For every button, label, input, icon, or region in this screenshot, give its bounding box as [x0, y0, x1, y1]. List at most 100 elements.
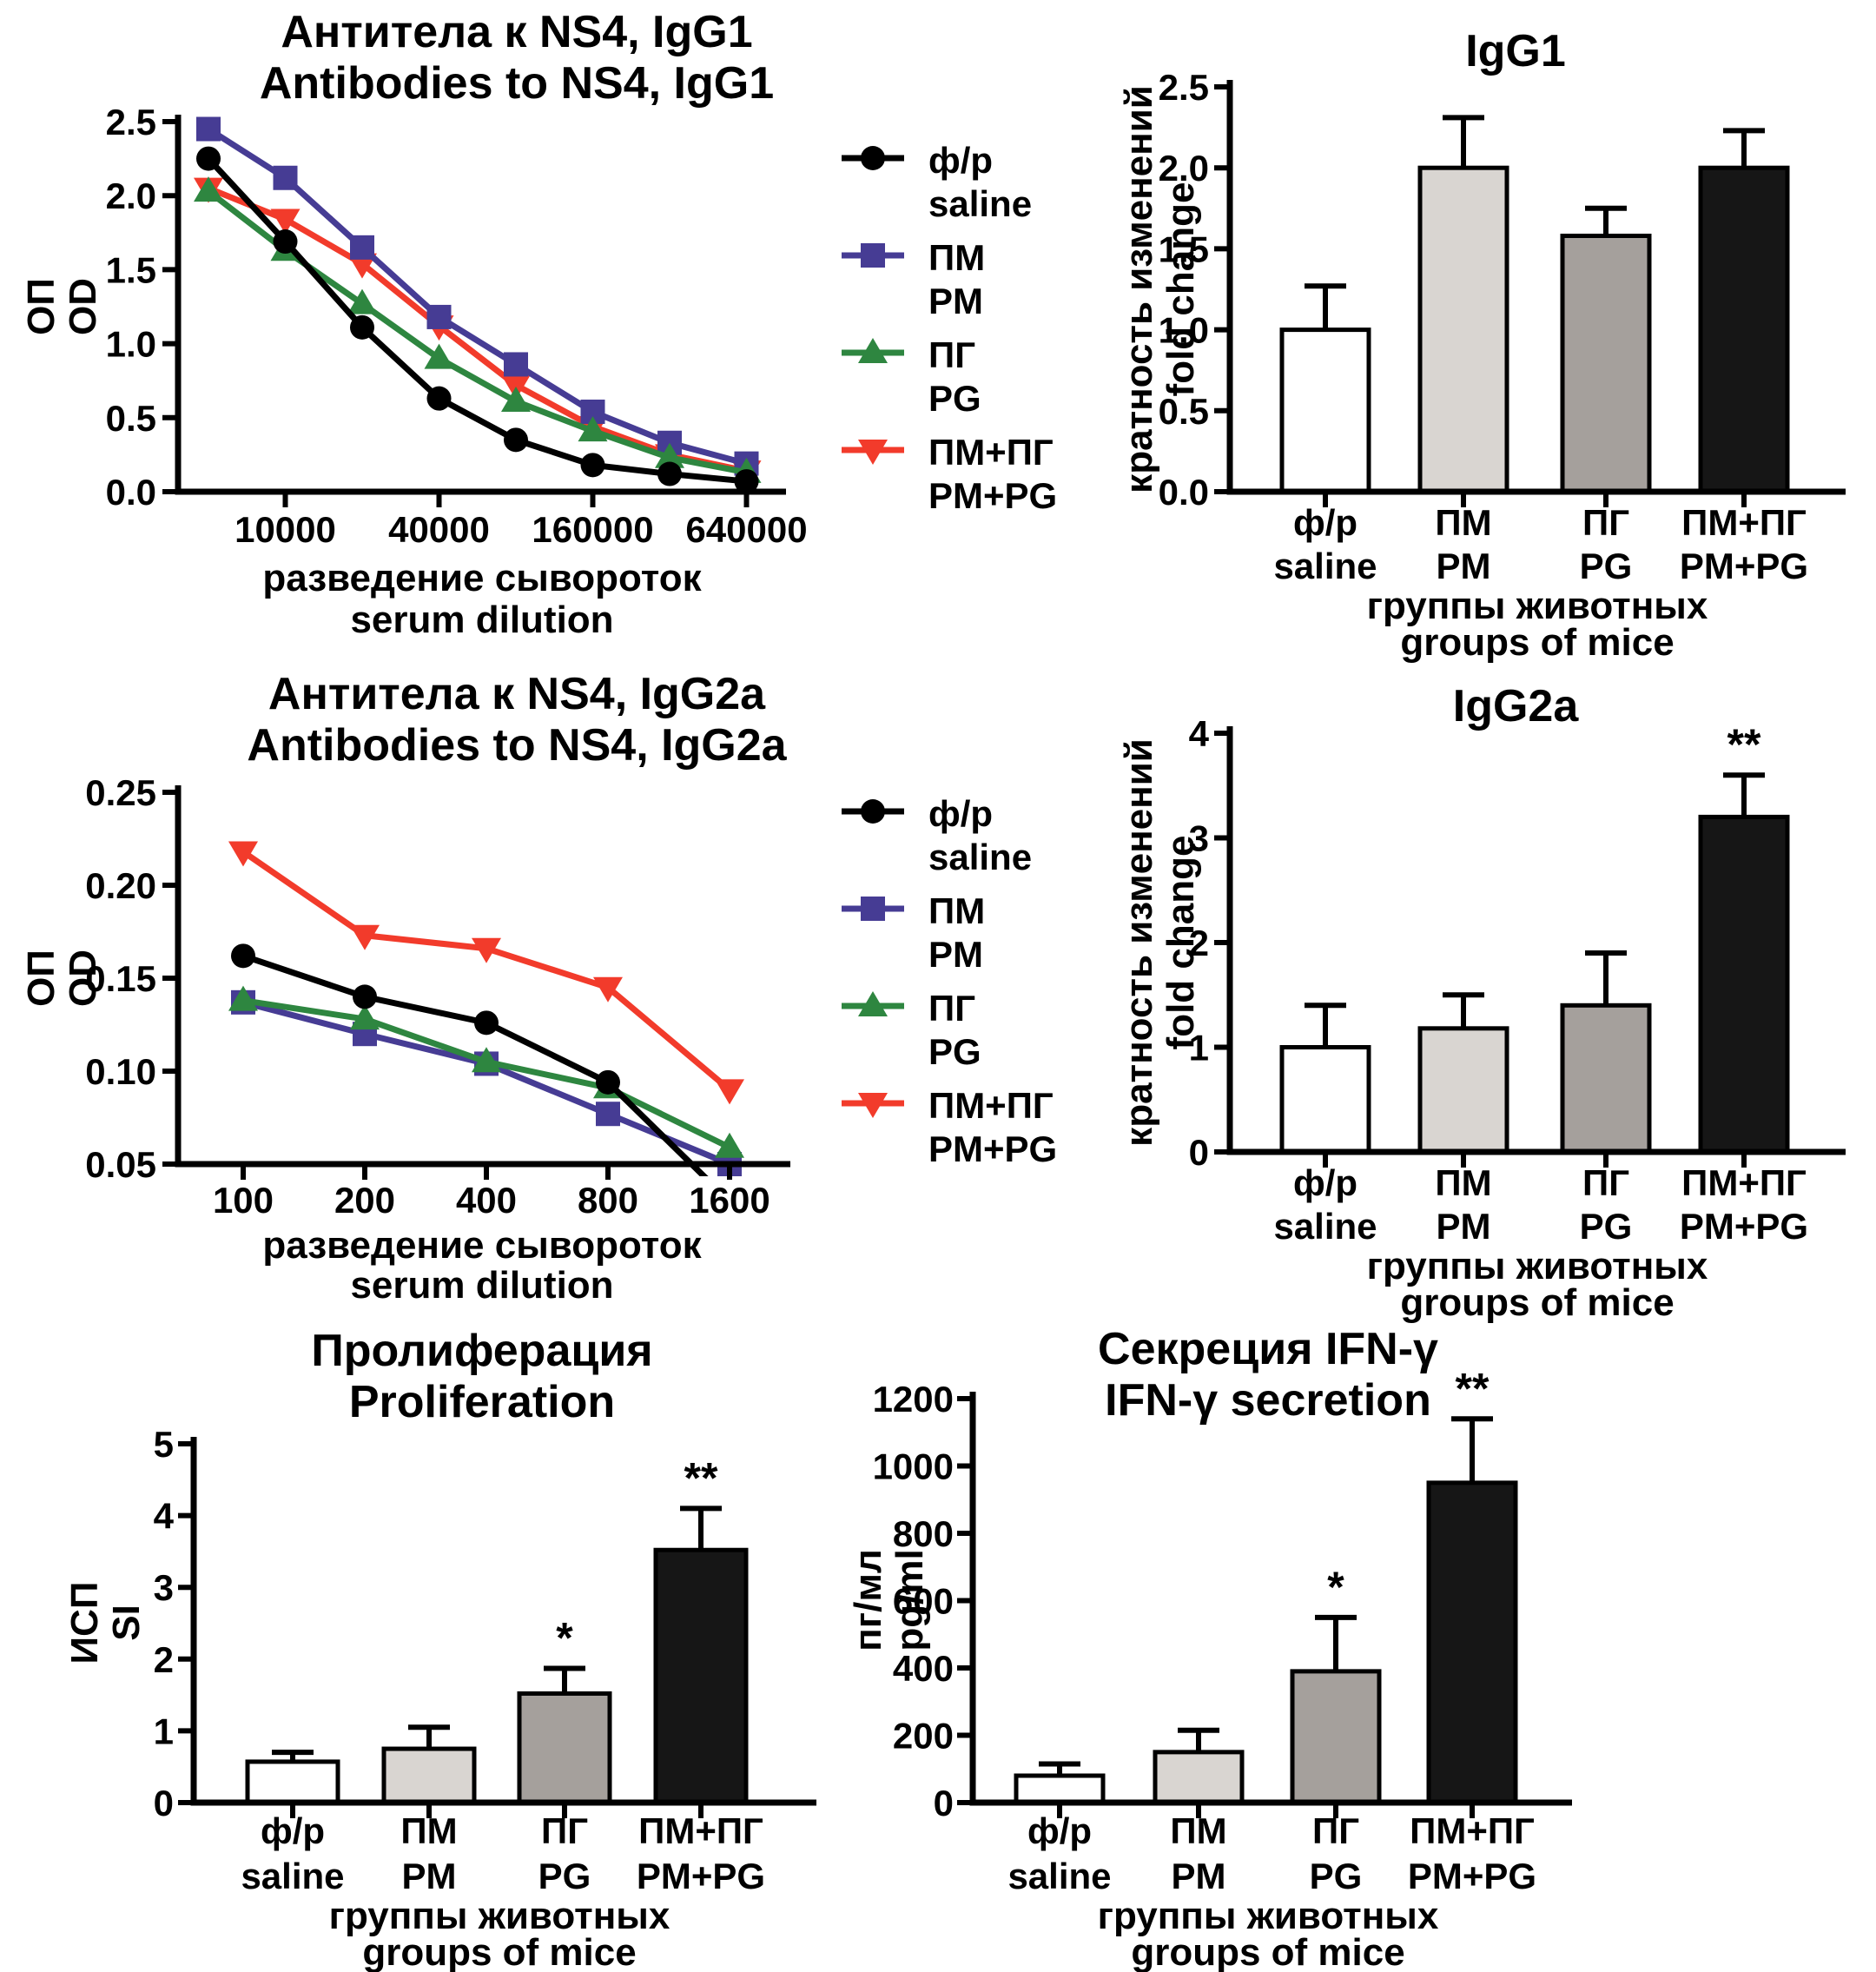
- category-label-ru: ПМ+ПГ: [1681, 1162, 1807, 1203]
- legend-label-en: PM+PG: [928, 474, 1058, 516]
- legend-label-en: PG: [928, 1030, 981, 1072]
- axes: [175, 785, 790, 1168]
- y-tick-label: 5: [154, 1424, 174, 1465]
- bar-PG: [1290, 1669, 1382, 1805]
- bar-ifn-title-ru: Секреция IFN-γ: [1098, 1324, 1438, 1374]
- category-label-ru: ПМ+ПГ: [638, 1810, 763, 1851]
- series-PG: [228, 985, 744, 1158]
- legend-label-saline: ф/р saline: [928, 139, 1032, 225]
- category-label-en: PG: [538, 1856, 591, 1896]
- x-tick-label: 800: [578, 1180, 638, 1221]
- y-tick-label: 0.0: [1159, 472, 1209, 513]
- category-label-en: PG: [1580, 1206, 1633, 1247]
- line-igg1-title: Антитела к NS4, IgG1 Antibodies to NS4, …: [165, 7, 869, 110]
- category-label-en: PG: [1310, 1856, 1363, 1896]
- category-label-ru: ПМ+ПГ: [1681, 502, 1807, 543]
- x-axis-label-ru: группы животных: [1367, 585, 1708, 627]
- x-axis-label-en: serum dilution: [350, 599, 613, 641]
- category-label-ru: ПМ: [400, 1810, 457, 1851]
- bar-PM+PG: [1698, 165, 1790, 494]
- category-label-en: saline: [241, 1856, 344, 1896]
- y-axis-label-ru: кратность изменений: [1118, 85, 1160, 493]
- x-tick-label: 40000: [388, 509, 490, 550]
- bar-PM+PG: [1426, 1480, 1518, 1805]
- bar-chart-proliferation: ф/р saline ПМ PM * ПГ PG ** ПМ+ПГ PM+PG 0 1 2 3 4 5 груп…: [63, 1424, 816, 1972]
- x-axis-label-ru: группы животных: [1098, 1895, 1439, 1937]
- y-tick-label: 2.5: [106, 102, 156, 142]
- legend-item-pmpg: ПМ+ПГ PM+PG: [838, 1084, 1186, 1171]
- significance-annotation: *: [1327, 1563, 1344, 1611]
- y-tick-label: 3: [154, 1567, 174, 1608]
- y-tick-label: 4: [154, 1496, 175, 1537]
- y-axis-label-ru: пг/мл: [847, 1549, 889, 1651]
- bar-prolif-title: Пролиферация Proliferation: [52, 1326, 912, 1429]
- category-label-ru: ПГ: [1312, 1810, 1359, 1851]
- y-tick-label: 200: [893, 1716, 954, 1757]
- y-axis-label-en: pg/ml: [888, 1549, 931, 1651]
- legend-label-pm: ПМ PM: [928, 236, 985, 322]
- bar-prolif-title-en: Proliferation: [348, 1377, 616, 1428]
- y-axis-label-en: fold change: [1159, 836, 1202, 1050]
- x-axis-label-ru: группы животных: [329, 1895, 670, 1937]
- y-tick-label: 0.25: [85, 772, 156, 813]
- y-axis-label-ru: ИСП: [63, 1581, 106, 1664]
- bar-PG: [517, 1691, 612, 1805]
- legend-item-pg: ПГ PG: [838, 334, 1186, 420]
- legend-item-pg: ПГ PG: [838, 987, 1186, 1074]
- y-tick-label: 1.0: [1159, 310, 1209, 351]
- category-label-en: PM+PG: [1680, 1206, 1808, 1247]
- panel-bar-ifn: Секреция IFN-γ IFN-γ secretion ф/р saline…: [816, 1320, 1876, 1972]
- legend-label-ru: ПМ+ПГ: [928, 432, 1054, 473]
- panel-line-igg2a: Антитела к NS4, IgG2a Antibodies to NS4,…: [0, 660, 869, 1320]
- y-tick-label: 1200: [873, 1379, 954, 1419]
- category-label-en: PM+PG: [1680, 546, 1808, 586]
- y-tick-label: 0: [1189, 1132, 1209, 1173]
- legend-label-pmpg: ПМ+ПГ PM+PG: [928, 431, 1057, 517]
- x-tick-label: 400: [456, 1180, 517, 1221]
- category-label-en: PM: [1437, 1206, 1491, 1247]
- category-label-ru: ПМ: [1170, 1810, 1226, 1851]
- bar-ifn-title: Секреция IFN-γ IFN-γ secretion: [816, 1324, 1720, 1427]
- line-igg2a-title-en: Antibodies to NS4, IgG2a: [247, 720, 787, 771]
- y-tick-label: 0.05: [85, 1144, 156, 1185]
- y-tick-label: 2.5: [1159, 67, 1209, 108]
- y-axis-label: ОП OD: [20, 950, 104, 1007]
- significance-annotation: **: [684, 1453, 718, 1502]
- panel-line-igg1: Антитела к NS4, IgG1 Antibodies to NS4, …: [0, 0, 869, 660]
- bar-PM+PG: [1698, 814, 1790, 1155]
- legend-label-pg: ПГ PG: [928, 987, 981, 1073]
- y-axis-label-en: fold change: [1159, 182, 1202, 397]
- y-axis-label: пг/мл pg/ml: [847, 1549, 931, 1651]
- y-axis-label-ru: ОП: [20, 278, 63, 335]
- x-axis-label-ru: разведение сывороток: [262, 1224, 702, 1267]
- panel-bar-proliferation: Пролиферация Proliferation ф/р saline ПМ PM…: [52, 1320, 912, 1972]
- panel-bar-igg1: IgG1 ф/р saline ПМ PM ПГ PG ПМ+ПГ PM+PG 0.0 0.5 1.…: [1112, 0, 1876, 669]
- category-label-en: PM: [402, 1856, 457, 1896]
- y-axis-label: ИСП SI: [63, 1581, 148, 1664]
- bar-PM: [1417, 1026, 1509, 1155]
- bar-igg2a-title: IgG2a: [1164, 681, 1867, 732]
- series-layer: [194, 116, 762, 494]
- y-tick-label: 0.0: [106, 472, 156, 513]
- bar-igg1-title: IgG1: [1164, 26, 1867, 77]
- pg-triangle-up-marker-icon: [842, 338, 904, 363]
- legend-item-pmpg: ПМ+ПГ PM+PG: [838, 431, 1186, 518]
- x-tick-label: 1600: [689, 1180, 770, 1221]
- bar-PM: [381, 1746, 477, 1805]
- category-label-ru: ПМ+ПГ: [1410, 1810, 1535, 1851]
- y-axis-label-en: OD: [62, 950, 104, 1007]
- legend-igg2a: ф/р saline ПМ PM ПГ PG ПМ+ПГ PM+PG: [838, 792, 1186, 1181]
- pm-square-marker-icon: [842, 243, 904, 268]
- y-axis-label-en: SI: [105, 1605, 148, 1641]
- y-axis-label: кратность изменений fold change: [1118, 85, 1202, 493]
- legend-item-pm: ПМ PM: [838, 236, 1186, 323]
- x-axis-label-en: serum dilution: [350, 1264, 613, 1307]
- y-tick-label: 400: [893, 1648, 954, 1689]
- line-igg2a-title: Антитела к NS4, IgG2a Antibodies to NS4,…: [165, 669, 869, 772]
- y-tick-label: 1.0: [106, 324, 156, 365]
- y-tick-label: 0.5: [106, 398, 156, 439]
- y-tick-label: 0.15: [85, 958, 156, 999]
- category-label-ru: ф/р: [1027, 1810, 1092, 1851]
